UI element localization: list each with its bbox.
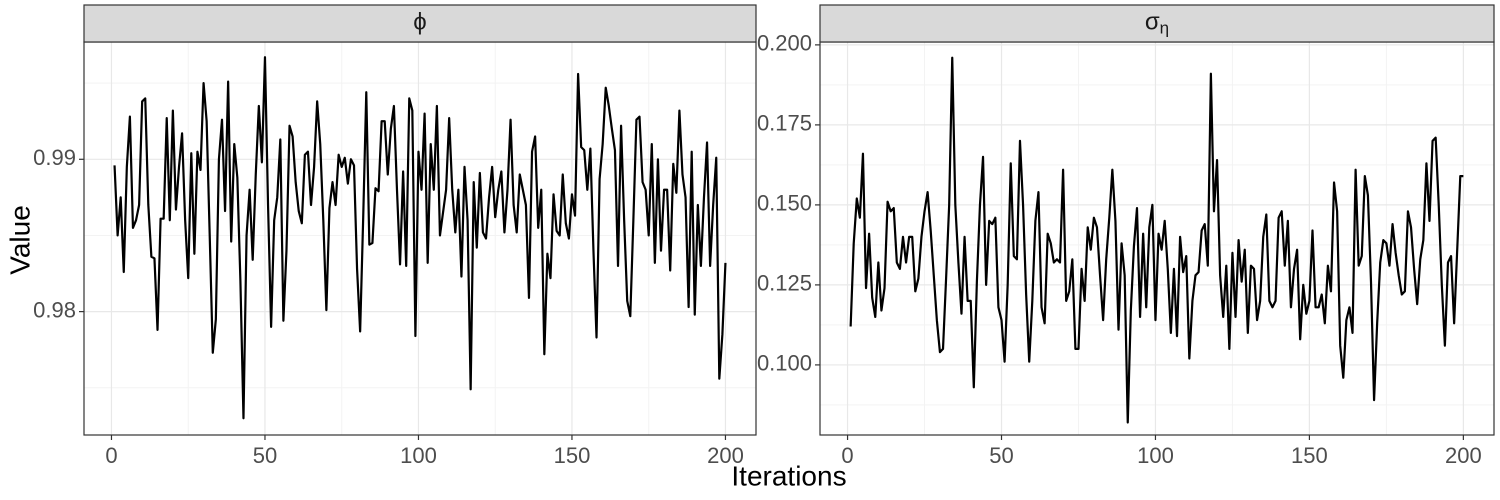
x-axis-label: Iterations bbox=[731, 460, 846, 491]
x-tick-label: 200 bbox=[707, 443, 744, 468]
facet-title-sub: η bbox=[1160, 19, 1169, 38]
y-tick-label: 0.200 bbox=[757, 31, 812, 56]
x-tick-label: 0 bbox=[841, 443, 853, 468]
facet-title-main: ϕ bbox=[413, 9, 426, 36]
x-tick-label: 100 bbox=[400, 443, 437, 468]
x-tick-label: 100 bbox=[1137, 443, 1174, 468]
trace-line bbox=[849, 56, 1464, 424]
x-tick-label: 150 bbox=[1291, 443, 1328, 468]
x-tick-label: 0 bbox=[105, 443, 117, 468]
y-tick-label: 0.100 bbox=[757, 351, 812, 376]
facet-title: ση bbox=[1145, 9, 1169, 38]
facet-strip bbox=[819, 4, 1495, 43]
panel-background bbox=[84, 42, 756, 435]
x-tick-label: 150 bbox=[554, 443, 591, 468]
y-axis-label: Value bbox=[4, 205, 35, 275]
facet-title: ϕ bbox=[413, 9, 426, 36]
y-tick-label: 0.99 bbox=[33, 145, 76, 170]
y-tick-label: 0.98 bbox=[33, 297, 76, 322]
y-tick-label: 0.150 bbox=[757, 191, 812, 216]
x-tick-label: 50 bbox=[989, 443, 1013, 468]
x-tick-label: 200 bbox=[1445, 443, 1482, 468]
facet-strip bbox=[83, 4, 757, 43]
trace-line bbox=[113, 56, 727, 420]
facet-title-main: σ bbox=[1145, 9, 1160, 36]
y-tick-label: 0.125 bbox=[757, 271, 812, 296]
y-tick-label: 0.175 bbox=[757, 111, 812, 136]
x-tick-label: 50 bbox=[253, 443, 277, 468]
